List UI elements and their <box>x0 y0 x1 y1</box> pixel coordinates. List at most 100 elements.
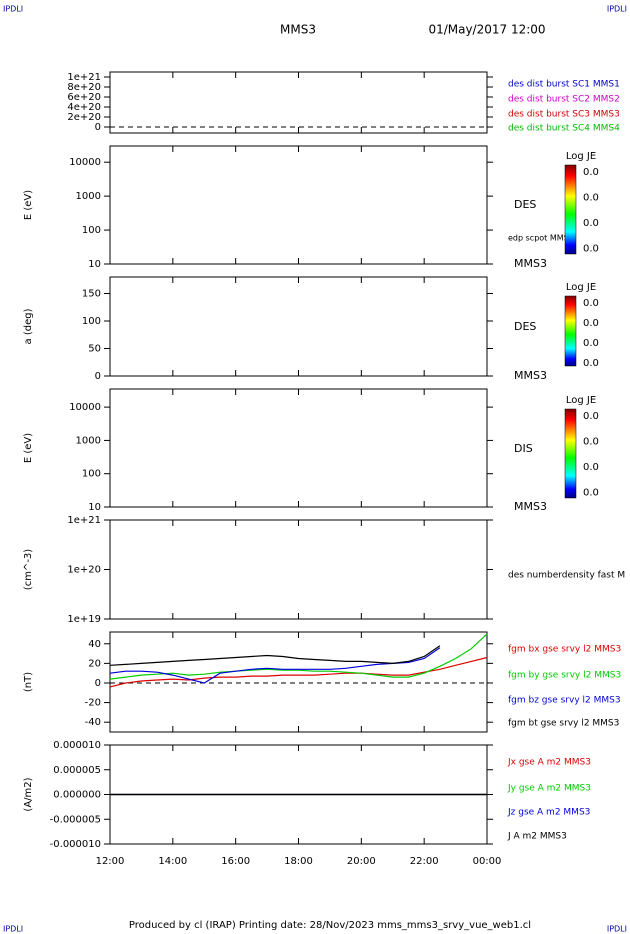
panel-label: edp scpot MMS3 <box>508 234 574 243</box>
colorbar <box>564 295 577 367</box>
legend-label: fgm bt gse srvy l2 MMS3 <box>508 719 619 729</box>
y-tick-label: -0.000005 <box>50 814 101 825</box>
series-line <box>109 647 441 684</box>
colorbar-label: 0.0 <box>583 167 599 178</box>
colorbar-label: 0.0 <box>583 218 599 229</box>
panel-label: MMS3 <box>514 500 547 513</box>
y-tick-label: 10000 <box>69 402 101 413</box>
y-tick-label: 0.000010 <box>53 740 101 751</box>
legend-label: Jy gse A m2 MMS3 <box>507 784 591 794</box>
colorbar-label: 0.0 <box>583 436 599 447</box>
panel-label: des dist burst SC2 MMS2 <box>508 95 620 105</box>
x-tick-label: 16:00 <box>221 856 250 867</box>
x-tick-label: 20:00 <box>347 856 376 867</box>
colorbar-label: 0.0 <box>583 462 599 473</box>
y-tick-label: 0 <box>95 122 101 133</box>
y-tick-label: -20 <box>85 698 101 709</box>
logo: IPDLI <box>607 5 627 14</box>
colorbar-title: Log JE <box>566 282 596 293</box>
panel-label: DES <box>514 320 536 333</box>
y-tick-label: 1e+21 <box>67 72 101 83</box>
plot-frame <box>109 631 488 733</box>
colorbar-label: 0.0 <box>583 358 599 369</box>
panel-label: MMS3 <box>514 369 547 382</box>
legend-label: fgm by gse srvy l2 MMS3 <box>508 671 621 681</box>
y-axis-label: (cm^-3) <box>23 549 34 590</box>
colorbar <box>564 164 577 255</box>
y-tick-label: 40 <box>88 639 101 650</box>
colorbar-label: 0.0 <box>583 192 599 203</box>
panel-label: DES <box>514 198 536 211</box>
y-tick-label: 1000 <box>76 435 101 446</box>
y-tick-label: 100 <box>82 469 101 480</box>
legend-label: fgm bx gse srvy l2 MMS3 <box>508 645 621 655</box>
y-tick-label: 10000 <box>69 157 101 168</box>
y-tick-label: 0 <box>95 371 101 382</box>
x-tick-label: 00:00 <box>473 856 502 867</box>
y-tick-label: 100 <box>82 225 101 236</box>
series-line <box>109 645 441 666</box>
panel-label: des dist burst SC1 MMS1 <box>508 80 620 90</box>
x-tick-label: 18:00 <box>284 856 313 867</box>
legend-label: Jx gse A m2 MMS3 <box>507 758 591 768</box>
colorbar <box>564 408 577 499</box>
colorbar-label: 0.0 <box>583 338 599 349</box>
plot-frame <box>109 71 488 134</box>
y-tick-label: -0.000010 <box>50 839 101 850</box>
logo: IPDLI <box>607 925 627 934</box>
panel-label: DIS <box>514 442 533 455</box>
plot-frame <box>109 519 488 620</box>
logo: IPDLI <box>3 925 23 934</box>
colorbar-label: 0.0 <box>583 318 599 329</box>
colorbar-label: 0.0 <box>583 487 599 498</box>
y-axis-label: (nT) <box>23 672 34 692</box>
y-tick-label: 8e+20 <box>67 82 101 93</box>
x-tick-label: 12:00 <box>96 856 125 867</box>
y-tick-label: 2e+20 <box>67 112 101 123</box>
x-tick-label: 22:00 <box>410 856 439 867</box>
colorbar-label: 0.0 <box>583 298 599 309</box>
title: MMS3 <box>280 23 316 37</box>
y-tick-label: 150 <box>82 289 101 300</box>
y-tick-label: 0.000005 <box>53 765 101 776</box>
y-tick-label: -40 <box>85 717 101 728</box>
legend-label: Jz gse A m2 MMS3 <box>507 808 590 818</box>
panel-label: des dist burst SC4 MMS4 <box>508 124 620 134</box>
y-tick-label: 100 <box>82 316 101 327</box>
y-tick-label: 0 <box>95 678 101 689</box>
y-tick-label: 10 <box>88 502 101 513</box>
colorbar-title: Log JE <box>566 151 596 162</box>
logo: IPDLI <box>3 5 23 14</box>
y-axis-label: E (eV) <box>23 433 34 463</box>
series-line <box>109 633 488 680</box>
y-tick-label: 1e+20 <box>67 565 101 576</box>
footer: Produced by cl (IRAP) Printing date: 28/… <box>129 920 531 931</box>
plot-frame <box>109 276 488 377</box>
y-tick-label: 50 <box>88 344 101 355</box>
series-line <box>109 656 488 688</box>
legend-label: J A m2 MMS3 <box>507 832 567 842</box>
y-axis-label: (A/m2) <box>23 777 34 811</box>
plot-frame <box>109 145 488 265</box>
y-axis-label: E (eV) <box>23 190 34 220</box>
x-tick-label: 14:00 <box>158 856 187 867</box>
panel-label: des numberdensity fast M <box>508 571 625 581</box>
y-tick-label: 10 <box>88 259 101 270</box>
panel-label: des dist burst SC3 MMS3 <box>508 110 620 120</box>
y-tick-label: 1e+21 <box>67 515 101 526</box>
date: 01/May/2017 12:00 <box>428 23 545 37</box>
y-tick-label: 0.000000 <box>53 790 101 801</box>
colorbar-label: 0.0 <box>583 243 599 254</box>
plot-frame <box>109 388 488 508</box>
colorbar-label: 0.0 <box>583 411 599 422</box>
colorbar-title: Log JE <box>566 395 596 406</box>
legend-label: fgm bz gse srvy l2 MMS3 <box>508 696 621 706</box>
y-tick-label: 4e+20 <box>67 102 101 113</box>
y-tick-label: 1000 <box>76 191 101 202</box>
y-axis-label: a (deg) <box>23 308 34 344</box>
panel-label: MMS3 <box>514 257 547 270</box>
y-tick-label: 1e+19 <box>67 614 101 625</box>
y-tick-label: 20 <box>88 658 101 669</box>
y-tick-label: 6e+20 <box>67 92 101 103</box>
